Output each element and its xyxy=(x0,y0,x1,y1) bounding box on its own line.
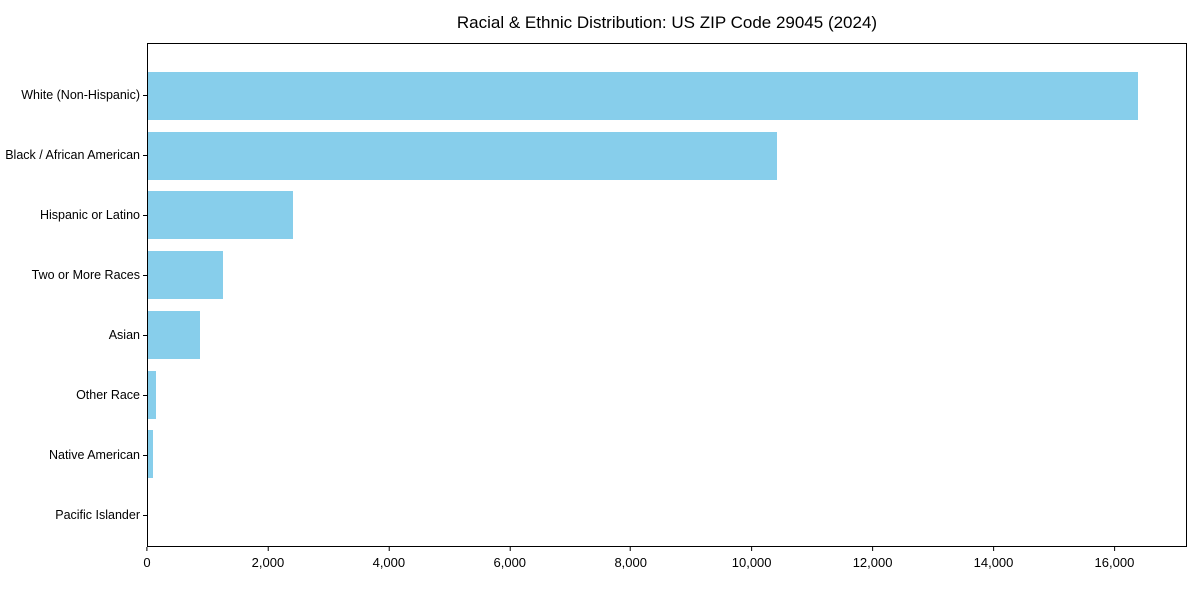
x-tick: 8,000 xyxy=(614,547,647,570)
x-tick-mark xyxy=(267,547,269,551)
bar-row xyxy=(148,484,1186,544)
y-axis-labels: White (Non-Hispanic) Black / African Amer… xyxy=(0,43,147,547)
x-tick: 0 xyxy=(143,547,151,570)
bar xyxy=(148,310,200,359)
y-label-row: Hispanic or Latino xyxy=(0,185,147,245)
x-tick-mark xyxy=(388,547,390,551)
y-tick-mark xyxy=(143,334,147,336)
y-label-row: Pacific Islander xyxy=(0,485,147,545)
y-label-row: Native American xyxy=(0,425,147,485)
y-tick-label: Asian xyxy=(108,328,140,342)
x-tick-mark xyxy=(751,547,753,551)
y-label-row: White (Non-Hispanic) xyxy=(0,65,147,125)
x-tick: 2,000 xyxy=(251,547,285,570)
x-tick-label: 14,000 xyxy=(973,555,1014,570)
x-tick-mark xyxy=(872,547,874,551)
bar xyxy=(148,251,223,300)
bar xyxy=(148,131,778,180)
bar-row xyxy=(148,305,1186,365)
x-tick-mark xyxy=(146,547,148,551)
y-tick-label: Pacific Islander xyxy=(55,508,140,522)
y-tick-label: White (Non-Hispanic) xyxy=(21,88,140,102)
y-tick-label: Hispanic or Latino xyxy=(39,208,140,222)
x-tick: 6,000 xyxy=(493,547,527,570)
x-tick: 14,000 xyxy=(973,547,1014,570)
y-label-row: Other Race xyxy=(0,365,147,425)
x-tick-mark xyxy=(630,547,632,551)
y-tick-mark xyxy=(143,514,147,516)
bar-row xyxy=(148,365,1186,425)
bar-row xyxy=(148,66,1186,126)
plot-area xyxy=(147,43,1187,547)
y-tick-mark xyxy=(143,274,147,276)
x-tick-label: 10,000 xyxy=(731,555,772,570)
x-tick: 12,000 xyxy=(852,547,893,570)
bar-row xyxy=(148,186,1186,246)
y-tick-mark xyxy=(143,394,147,396)
bar-row xyxy=(148,425,1186,485)
y-label-row: Asian xyxy=(0,305,147,365)
y-tick-label: Black / African American xyxy=(5,148,140,162)
x-tick-label: 16,000 xyxy=(1094,555,1135,570)
y-label-row: Black / African American xyxy=(0,125,147,185)
y-tick-mark xyxy=(143,214,147,216)
bar xyxy=(148,71,1138,120)
chart-title: Racial & Ethnic Distribution: US ZIP Cod… xyxy=(456,13,878,32)
y-tick-mark xyxy=(143,454,147,456)
bar xyxy=(148,430,153,479)
x-tick: 10,000 xyxy=(732,547,772,570)
x-tick-label: 4,000 xyxy=(372,555,406,570)
x-tick-label: 8,000 xyxy=(614,555,647,570)
x-tick-label: 2,000 xyxy=(251,555,285,570)
y-tick-label: Native American xyxy=(48,448,140,462)
x-tick-label: 12,000 xyxy=(852,555,893,570)
y-tick-mark xyxy=(143,94,147,96)
bar xyxy=(148,370,156,419)
x-tick-label: 0 xyxy=(143,555,151,570)
bar-row xyxy=(148,126,1186,186)
x-tick: 16,000 xyxy=(1094,547,1135,570)
y-tick-label: Two or More Races xyxy=(31,268,140,282)
y-label-row: Two or More Races xyxy=(0,245,147,305)
x-axis: 0 2,000 4,000 6,000 8,000 10,000 12,000 14,000 1… xyxy=(143,547,1187,583)
x-tick-mark xyxy=(1113,547,1115,551)
bar-row xyxy=(148,245,1186,305)
bar xyxy=(148,191,293,240)
x-tick-label: 6,000 xyxy=(493,555,527,570)
y-tick-label: Other Race xyxy=(76,388,140,402)
x-tick-mark xyxy=(509,547,511,551)
plot-rows xyxy=(148,44,1186,546)
x-tick-mark xyxy=(992,547,994,551)
y-tick-mark xyxy=(143,154,147,156)
x-tick: 4,000 xyxy=(372,547,406,570)
